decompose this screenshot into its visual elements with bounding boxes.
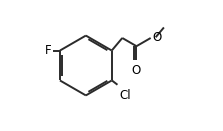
Text: O: O: [132, 64, 141, 77]
Text: O: O: [152, 31, 161, 44]
Text: Cl: Cl: [119, 89, 130, 102]
Text: F: F: [45, 44, 52, 57]
